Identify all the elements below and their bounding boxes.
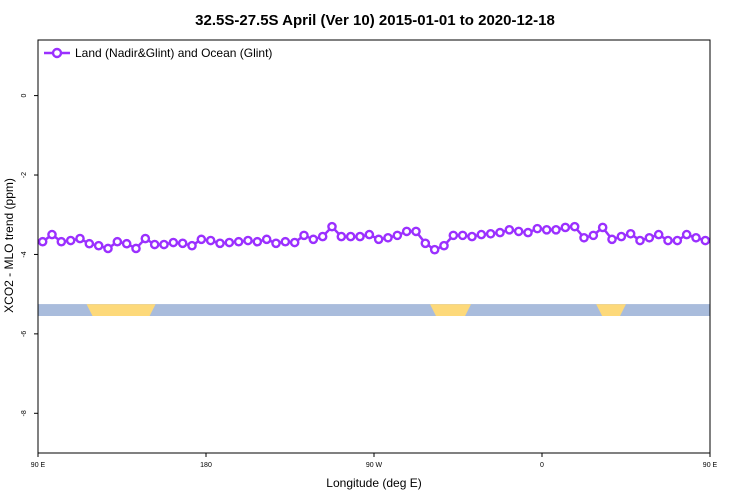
data-point <box>467 231 477 242</box>
data-point <box>597 222 608 233</box>
data-point <box>327 221 337 232</box>
data-point <box>187 240 197 251</box>
data-point <box>299 230 309 241</box>
x-axis: 90 E 180 90 W 0 90 E <box>31 453 718 469</box>
data-point <box>513 226 524 237</box>
data-point <box>233 236 244 247</box>
data-point <box>457 230 468 241</box>
data-point <box>159 239 169 250</box>
data-point <box>205 235 216 246</box>
data-point <box>215 238 225 249</box>
data-point <box>317 231 328 242</box>
data-point <box>560 222 571 233</box>
data-point <box>131 243 141 254</box>
data-point <box>495 227 505 238</box>
y-axis: 0 -2 -4 -6 -8 <box>21 94 38 416</box>
data-point <box>625 228 636 239</box>
legend-entry: Land (Nadir&Glint) and Ocean (Glint) <box>75 46 272 60</box>
land-segment <box>86 304 156 316</box>
data-point <box>84 238 95 249</box>
data-point <box>541 225 552 235</box>
data-point <box>644 232 655 243</box>
data-point <box>663 235 673 246</box>
data-point <box>75 233 85 244</box>
data-point <box>383 232 393 243</box>
data-point <box>691 232 701 243</box>
data-point <box>411 226 421 237</box>
legend: Land (Nadir&Glint) and Ocean (Glint) <box>44 46 272 60</box>
land-segment <box>430 304 472 316</box>
data-point <box>355 231 365 242</box>
legend-marker <box>51 47 63 59</box>
x-tick-label: 90 E <box>703 462 718 469</box>
data-point <box>196 234 207 245</box>
data-point <box>271 238 281 249</box>
data-point <box>635 235 645 246</box>
data-point <box>579 232 589 243</box>
data-point <box>429 244 440 255</box>
data-point <box>308 234 319 245</box>
y-tick-label: -8 <box>21 410 28 416</box>
chart-title: 32.5S-27.5S April (Ver 10) 2015-01-01 to… <box>195 12 555 29</box>
data-point <box>448 230 459 241</box>
data-point <box>280 236 291 247</box>
data-point <box>177 238 188 249</box>
data-point <box>532 223 543 234</box>
data-point <box>401 226 412 237</box>
data-point <box>504 225 515 235</box>
data-point <box>700 235 711 246</box>
surface-band <box>38 304 710 316</box>
data-point <box>149 239 160 250</box>
y-tick-label: -4 <box>21 251 28 257</box>
data-point <box>420 238 431 249</box>
data-point <box>65 235 76 246</box>
data-point <box>252 236 263 247</box>
data-point <box>168 237 179 248</box>
data-point <box>653 229 664 240</box>
data-point <box>47 229 57 240</box>
x-tick-label: 90 E <box>31 462 46 469</box>
data-point <box>569 221 580 232</box>
data-point <box>261 234 272 245</box>
x-axis-label: Longitude (deg E) <box>326 476 421 490</box>
data-point <box>56 236 67 247</box>
data-point <box>681 229 692 240</box>
data-point <box>140 233 151 244</box>
data-point <box>485 228 496 239</box>
series-layer <box>37 221 711 255</box>
x-tick-label: 0 <box>540 462 544 469</box>
x-tick-label: 180 <box>200 462 212 469</box>
data-point <box>392 230 403 241</box>
x-tick-label: 90 W <box>366 462 383 469</box>
ocean-band <box>38 304 710 316</box>
data-point <box>364 229 375 240</box>
y-tick-label: 0 <box>21 94 28 98</box>
data-point <box>37 236 48 247</box>
data-point <box>112 236 123 247</box>
data-point <box>224 237 235 248</box>
data-point <box>607 234 617 245</box>
data-point <box>93 240 104 251</box>
y-tick-label: -2 <box>21 172 28 178</box>
y-tick-label: -6 <box>21 331 28 337</box>
data-point <box>523 227 533 238</box>
data-point <box>672 235 683 246</box>
data-point <box>336 231 347 242</box>
data-point <box>103 243 113 254</box>
data-point <box>476 229 487 240</box>
land-segment <box>596 304 626 316</box>
data-point <box>439 240 449 251</box>
y-axis-label: XCO2 - MLO trend (ppm) <box>2 178 16 313</box>
data-point <box>289 237 300 248</box>
data-point <box>121 238 132 249</box>
data-point <box>373 234 384 245</box>
data-point <box>345 231 356 242</box>
data-point <box>243 235 253 246</box>
data-point <box>616 231 627 242</box>
data-point <box>588 230 599 241</box>
data-point <box>551 225 561 235</box>
